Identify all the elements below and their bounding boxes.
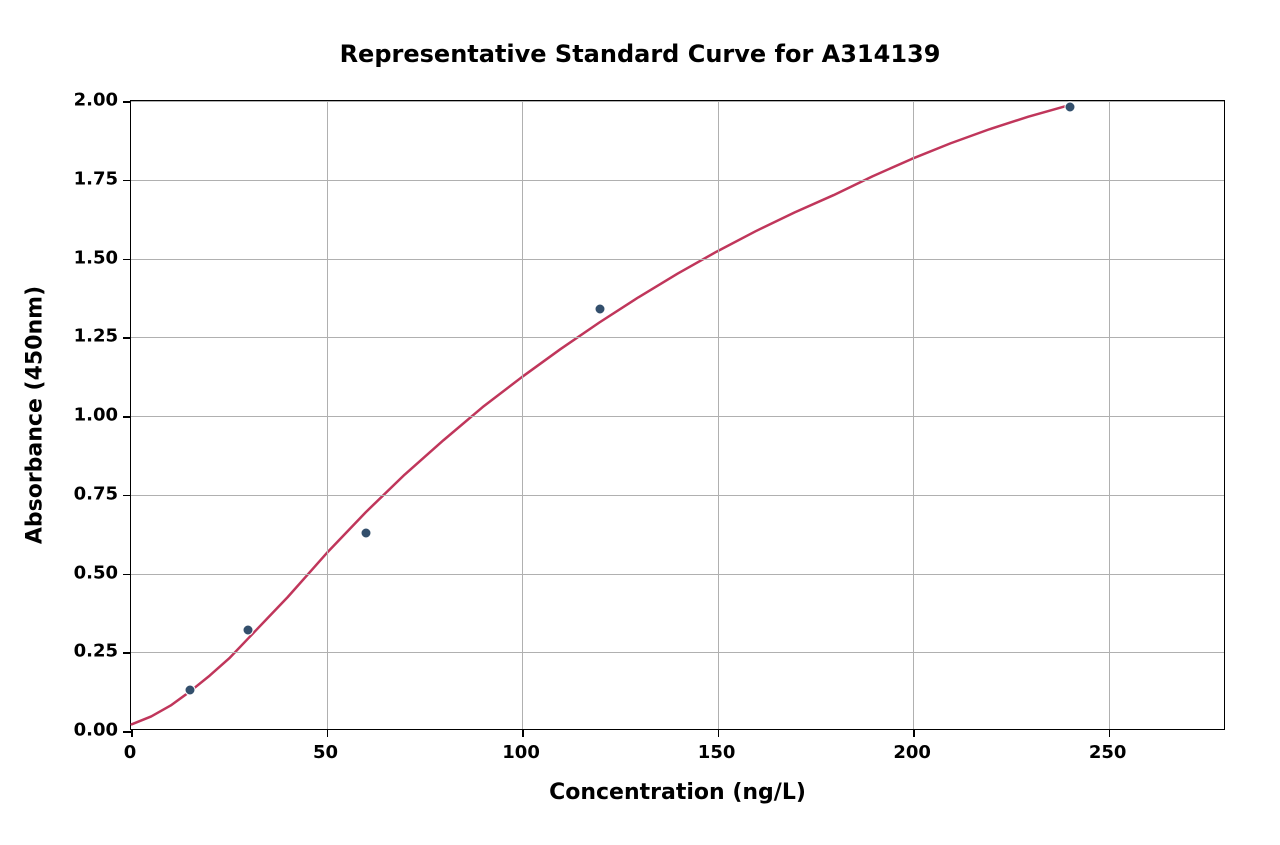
grid-line-horizontal xyxy=(131,259,1224,260)
x-tick xyxy=(1109,729,1111,737)
plot-area xyxy=(130,100,1225,730)
data-point xyxy=(595,303,606,314)
x-tick xyxy=(718,729,720,737)
x-tick-label: 200 xyxy=(893,742,931,763)
grid-line-horizontal xyxy=(131,416,1224,417)
y-tick-label: 2.00 xyxy=(70,90,118,111)
grid-line-vertical xyxy=(522,101,523,729)
data-point xyxy=(243,625,254,636)
grid-line-vertical xyxy=(327,101,328,729)
grid-line-vertical xyxy=(913,101,914,729)
y-tick-label: 0.75 xyxy=(70,483,118,504)
y-tick-label: 0.50 xyxy=(70,562,118,583)
grid-line-vertical xyxy=(718,101,719,729)
x-tick-label: 250 xyxy=(1089,742,1127,763)
y-tick xyxy=(123,416,131,418)
grid-line-horizontal xyxy=(131,101,1224,102)
data-point xyxy=(360,527,371,538)
x-tick-label: 50 xyxy=(313,742,338,763)
standard-curve-chart: Representative Standard Curve for A31413… xyxy=(0,0,1280,845)
x-tick xyxy=(522,729,524,737)
y-axis-label: Absorbance (450nm) xyxy=(23,286,48,544)
x-tick-label: 100 xyxy=(502,742,540,763)
x-axis-label: Concentration (ng/L) xyxy=(549,780,806,805)
y-tick xyxy=(123,652,131,654)
grid-line-horizontal xyxy=(131,495,1224,496)
grid-line-horizontal xyxy=(131,574,1224,575)
y-tick xyxy=(123,731,131,733)
x-tick xyxy=(327,729,329,737)
y-tick-label: 1.25 xyxy=(70,326,118,347)
chart-title: Representative Standard Curve for A31413… xyxy=(0,40,1280,68)
x-tick-label: 150 xyxy=(698,742,736,763)
y-tick xyxy=(123,495,131,497)
x-tick xyxy=(131,729,133,737)
grid-line-horizontal xyxy=(131,180,1224,181)
grid-line-horizontal xyxy=(131,337,1224,338)
y-tick-label: 1.75 xyxy=(70,168,118,189)
x-tick xyxy=(913,729,915,737)
data-point xyxy=(184,685,195,696)
y-tick xyxy=(123,101,131,103)
x-tick-label: 0 xyxy=(124,742,137,763)
y-tick xyxy=(123,337,131,339)
y-tick xyxy=(123,259,131,261)
y-tick-label: 1.00 xyxy=(70,405,118,426)
y-tick xyxy=(123,574,131,576)
y-tick-label: 0.00 xyxy=(70,720,118,741)
curve-line xyxy=(131,101,1224,729)
grid-line-vertical xyxy=(1109,101,1110,729)
grid-line-horizontal xyxy=(131,652,1224,653)
data-point xyxy=(1064,102,1075,113)
y-tick xyxy=(123,180,131,182)
y-tick-label: 0.25 xyxy=(70,641,118,662)
y-tick-label: 1.50 xyxy=(70,247,118,268)
